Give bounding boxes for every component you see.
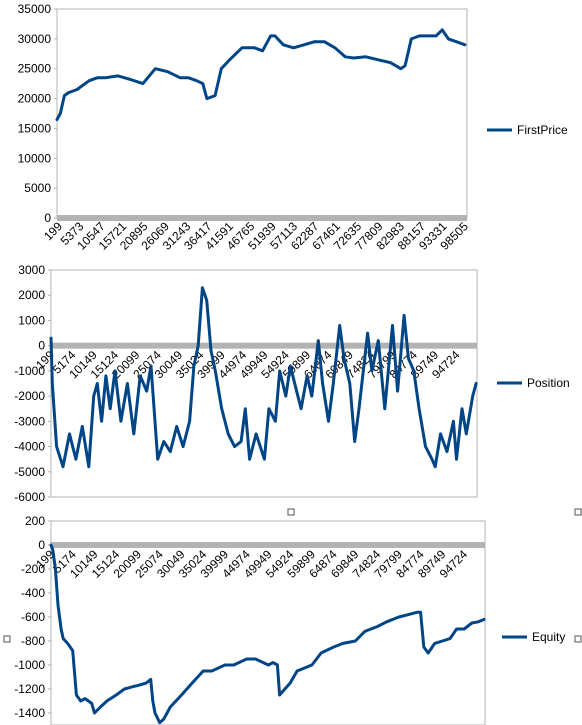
selection-handle — [574, 635, 582, 643]
y-tick-label: 20000 — [18, 92, 52, 106]
y-tick-label: 25000 — [18, 62, 52, 76]
series-line — [55, 28, 467, 121]
y-tick-label: -1400 — [14, 706, 45, 720]
selection-handle — [574, 508, 582, 516]
y-tick-label: -200 — [21, 562, 45, 576]
chart-equity-y-ticks: -1400 -1200 -1000 -800 -600 -400 -200 0 200 — [14, 514, 51, 720]
selection-handle — [3, 635, 11, 643]
x-axis-band — [51, 342, 477, 349]
chart-firstprice: 0 5000 10000 15000 20000 25000 30000 35000 1995… — [18, 2, 568, 253]
legend-label: Equity — [532, 630, 565, 644]
y-tick-label: 10000 — [18, 151, 52, 165]
y-tick-label: 0 — [44, 211, 51, 225]
y-tick-label: 15000 — [18, 121, 52, 135]
chart-position: -6000 -5000 -4000 -3000 -2000 -1000 0 1000 2000 3… — [14, 263, 569, 504]
x-axis-band — [51, 542, 485, 548]
y-tick-label: -600 — [21, 610, 45, 624]
chart-firstprice-legend: FirstPrice — [487, 123, 568, 137]
y-tick-label: -6000 — [14, 490, 45, 504]
y-tick-label: 3000 — [18, 263, 45, 277]
legend-label: FirstPrice — [517, 123, 568, 137]
y-tick-label: 35000 — [18, 2, 52, 16]
selection-handles — [3, 508, 582, 643]
series-line — [49, 543, 486, 725]
y-tick-label: -1200 — [14, 682, 45, 696]
chart-position-plot — [49, 286, 478, 469]
chart-position-legend: Position — [497, 376, 570, 390]
y-tick-label: -4000 — [14, 440, 45, 454]
series-line — [49, 286, 478, 469]
chart-firstprice-x-ticks: 1995373105471572120895260693124336417415… — [41, 219, 471, 253]
chart-firstprice-y-ticks: 0 5000 10000 15000 20000 25000 30000 35000 — [18, 2, 57, 225]
selection-handle — [287, 508, 295, 516]
y-tick-label: 2000 — [18, 288, 45, 302]
legend-label: Position — [527, 376, 570, 390]
chart-position-y-ticks: -6000 -5000 -4000 -3000 -2000 -1000 0 1000 2000 3… — [14, 263, 51, 504]
chart-equity-gridlines — [50, 520, 486, 725]
plot-frame — [50, 520, 486, 725]
chart-firstprice-plot — [55, 28, 467, 121]
y-tick-label: 30000 — [18, 32, 52, 46]
y-tick-label: 0 — [38, 339, 45, 353]
plot-frame — [56, 8, 468, 219]
y-tick-label: -800 — [21, 634, 45, 648]
chart-equity: -1400 -1200 -1000 -800 -600 -400 -200 0 200 1995… — [14, 514, 565, 725]
y-tick-label: -1000 — [14, 658, 45, 672]
x-axis-band — [57, 215, 467, 221]
y-tick-label: -2000 — [14, 389, 45, 403]
y-tick-label: 5000 — [24, 181, 51, 195]
y-tick-label: 200 — [25, 514, 45, 528]
chart-equity-plot — [49, 543, 486, 725]
y-tick-label: -400 — [21, 586, 45, 600]
y-tick-label: -5000 — [14, 465, 45, 479]
chart-equity-x-ticks: 1995174101491512420099250743004935024399… — [33, 547, 470, 581]
y-tick-label: 1000 — [18, 313, 45, 327]
y-tick-label: 0 — [38, 538, 45, 552]
chart-equity-legend: Equity — [502, 630, 565, 644]
y-tick-label: -3000 — [14, 414, 45, 428]
chart-firstprice-gridlines — [56, 8, 468, 221]
y-tick-label: -1000 — [14, 364, 45, 378]
